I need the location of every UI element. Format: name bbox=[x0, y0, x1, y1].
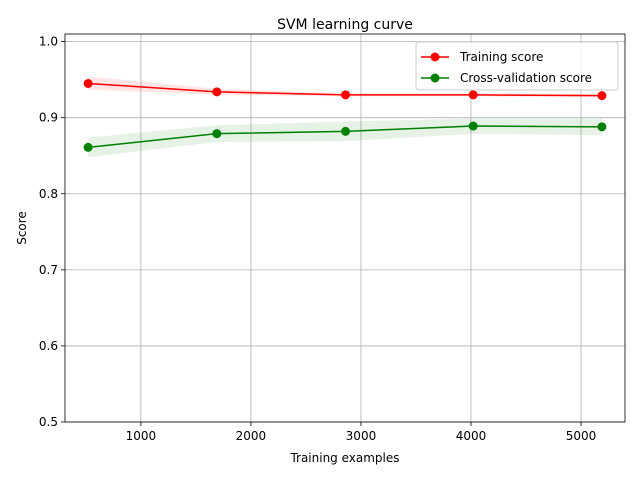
y-tick-label: 0.7 bbox=[39, 263, 58, 277]
y-tick-label: 0.6 bbox=[39, 339, 58, 353]
y-tick-label: 1.0 bbox=[39, 35, 58, 49]
x-axis-ticks: 1000 2000 3000 4000 5000 bbox=[126, 422, 597, 443]
chart-title: SVM learning curve bbox=[277, 17, 413, 33]
series-1-point bbox=[212, 129, 222, 139]
series-points bbox=[83, 78, 607, 152]
y-axis-label: Score bbox=[15, 211, 29, 245]
series-1-point bbox=[597, 122, 607, 132]
x-tick-label: 5000 bbox=[566, 429, 597, 443]
series-0-point bbox=[468, 90, 478, 100]
legend-swatch-marker bbox=[430, 52, 440, 62]
series-1-point bbox=[83, 142, 93, 152]
x-axis-label: Training examples bbox=[289, 451, 399, 465]
legend: Training score Cross-validation score bbox=[415, 41, 619, 91]
x-tick-label: 1000 bbox=[126, 429, 157, 443]
series-0-point bbox=[83, 78, 93, 88]
y-tick-label: 0.5 bbox=[39, 415, 58, 429]
y-tick-label: 0.8 bbox=[39, 187, 58, 201]
legend-swatch-marker bbox=[430, 73, 440, 83]
x-tick-label: 2000 bbox=[236, 429, 267, 443]
series-1-point bbox=[341, 126, 351, 136]
legend-entry-label: Cross-validation score bbox=[460, 71, 592, 85]
series-0-point bbox=[597, 91, 607, 101]
y-tick-label: 0.9 bbox=[39, 111, 58, 125]
y-axis-ticks: 0.5 0.6 0.7 0.8 0.9 1.0 bbox=[39, 35, 65, 429]
x-tick-label: 4000 bbox=[456, 429, 487, 443]
series-1-band bbox=[88, 118, 602, 158]
series-0-point bbox=[212, 87, 222, 97]
x-tick-label: 3000 bbox=[346, 429, 377, 443]
legend-entry-label: Training score bbox=[459, 50, 543, 64]
plot-frame bbox=[64, 33, 626, 423]
series-0-point bbox=[341, 90, 351, 100]
series-1-point bbox=[468, 121, 478, 131]
legend-box bbox=[415, 41, 619, 91]
